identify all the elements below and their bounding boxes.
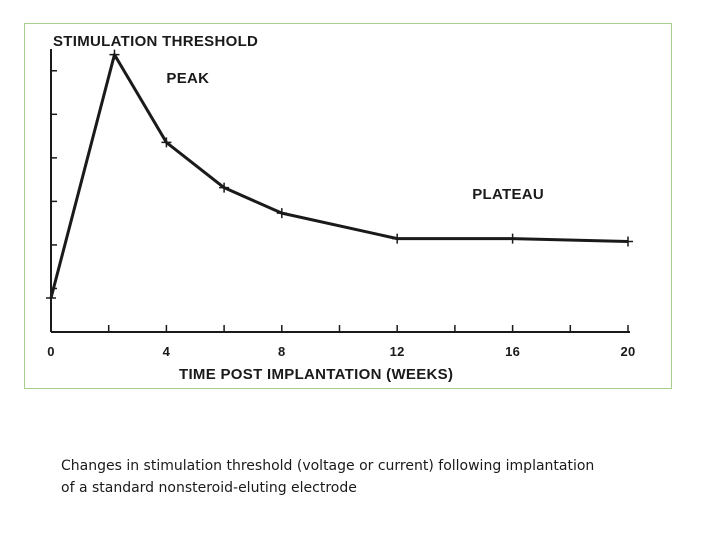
x-tick-label: 8 [278,344,286,359]
series-line [49,53,629,299]
data-point-marker [276,208,287,219]
chart-title: STIMULATION THRESHOLD [53,33,258,50]
data-point-marker [109,49,120,60]
threshold-line-chart: STIMULATION THRESHOLD TIME POST IMPLANTA… [46,33,635,383]
data-point-marker [219,182,230,193]
data-point-marker [392,233,403,244]
x-tick-label: 16 [505,344,520,359]
annotation-peak: PEAK [166,70,209,87]
x-tick-label: 4 [163,344,171,359]
x-tick-label: 20 [620,344,635,359]
data-point-marker [161,137,172,148]
x-axis-label: TIME POST IMPLANTATION (WEEKS) [179,366,453,383]
data-point-marker [46,293,56,304]
x-tick-label: 0 [47,344,55,359]
x-tick-label: 12 [390,344,405,359]
figure-frame: STIMULATION THRESHOLD TIME POST IMPLANTA… [24,23,672,389]
data-point-marker [507,233,518,244]
data-point-marker [623,236,633,247]
annotation-plateau: PLATEAU [472,186,544,203]
figure-caption: Changes in stimulation threshold (voltag… [61,458,595,496]
